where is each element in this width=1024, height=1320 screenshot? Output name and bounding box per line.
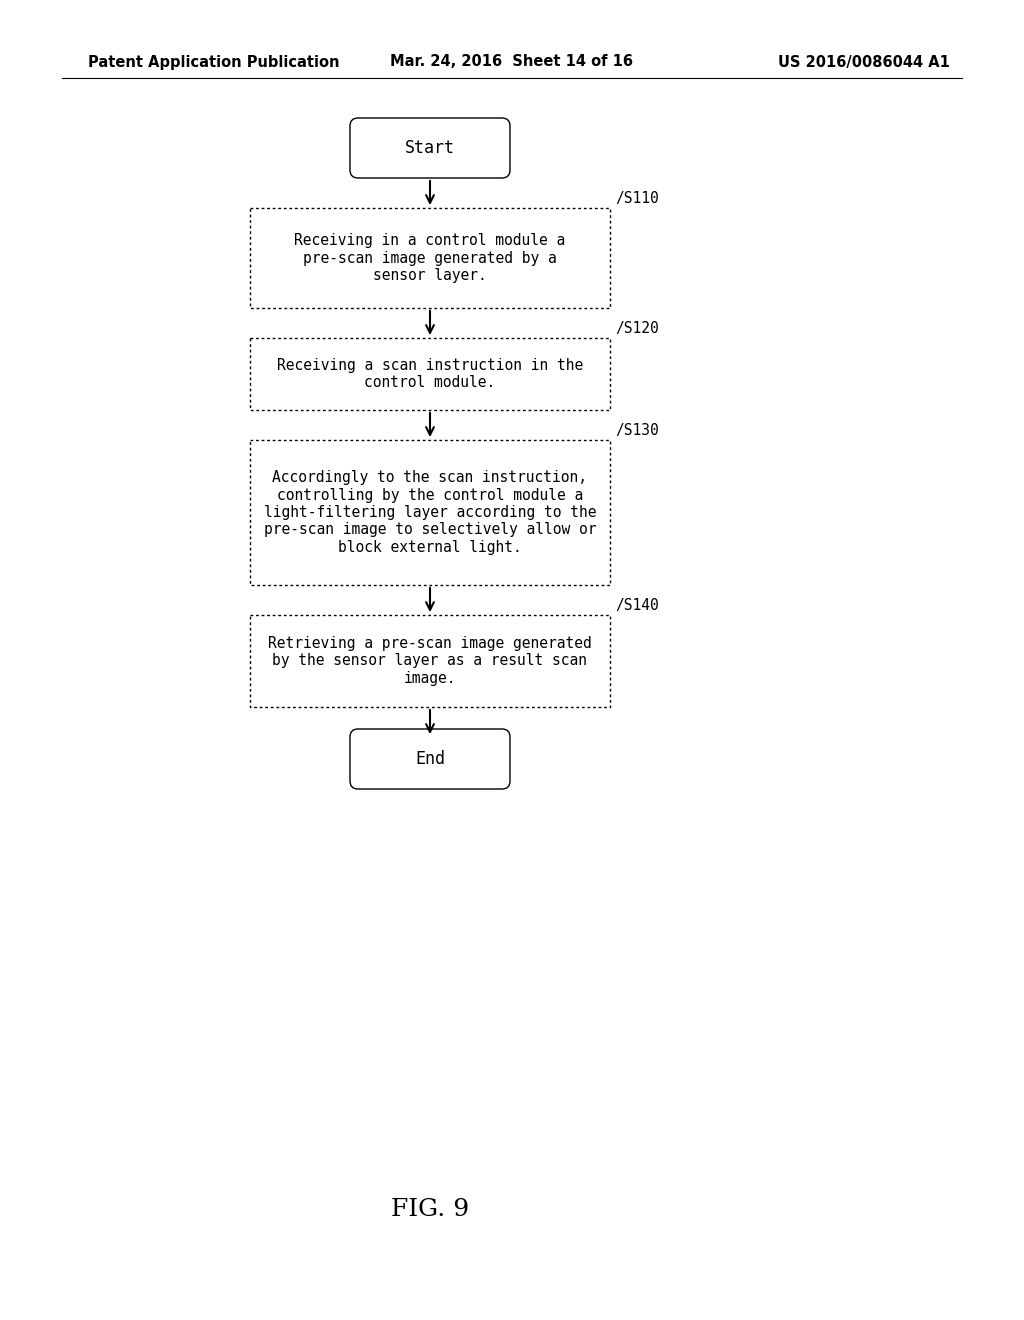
FancyBboxPatch shape [350,729,510,789]
FancyBboxPatch shape [250,209,610,308]
Text: /S130: /S130 [615,422,658,438]
Text: Patent Application Publication: Patent Application Publication [88,54,340,70]
Text: /S140: /S140 [615,598,658,612]
FancyBboxPatch shape [250,338,610,411]
Text: /S110: /S110 [615,191,658,206]
Text: Accordingly to the scan instruction,
controlling by the control module a
light-f: Accordingly to the scan instruction, con… [264,470,596,554]
Text: FIG. 9: FIG. 9 [391,1199,469,1221]
Text: End: End [415,750,445,768]
Text: Mar. 24, 2016  Sheet 14 of 16: Mar. 24, 2016 Sheet 14 of 16 [390,54,634,70]
FancyBboxPatch shape [350,117,510,178]
Text: Start: Start [406,139,455,157]
Text: Receiving a scan instruction in the
control module.: Receiving a scan instruction in the cont… [276,358,583,391]
Text: US 2016/0086044 A1: US 2016/0086044 A1 [778,54,950,70]
Text: /S120: /S120 [615,321,658,337]
FancyBboxPatch shape [250,440,610,585]
FancyBboxPatch shape [250,615,610,708]
Text: Retrieving a pre-scan image generated
by the sensor layer as a result scan
image: Retrieving a pre-scan image generated by… [268,636,592,686]
Text: Receiving in a control module a
pre-scan image generated by a
sensor layer.: Receiving in a control module a pre-scan… [294,234,565,282]
